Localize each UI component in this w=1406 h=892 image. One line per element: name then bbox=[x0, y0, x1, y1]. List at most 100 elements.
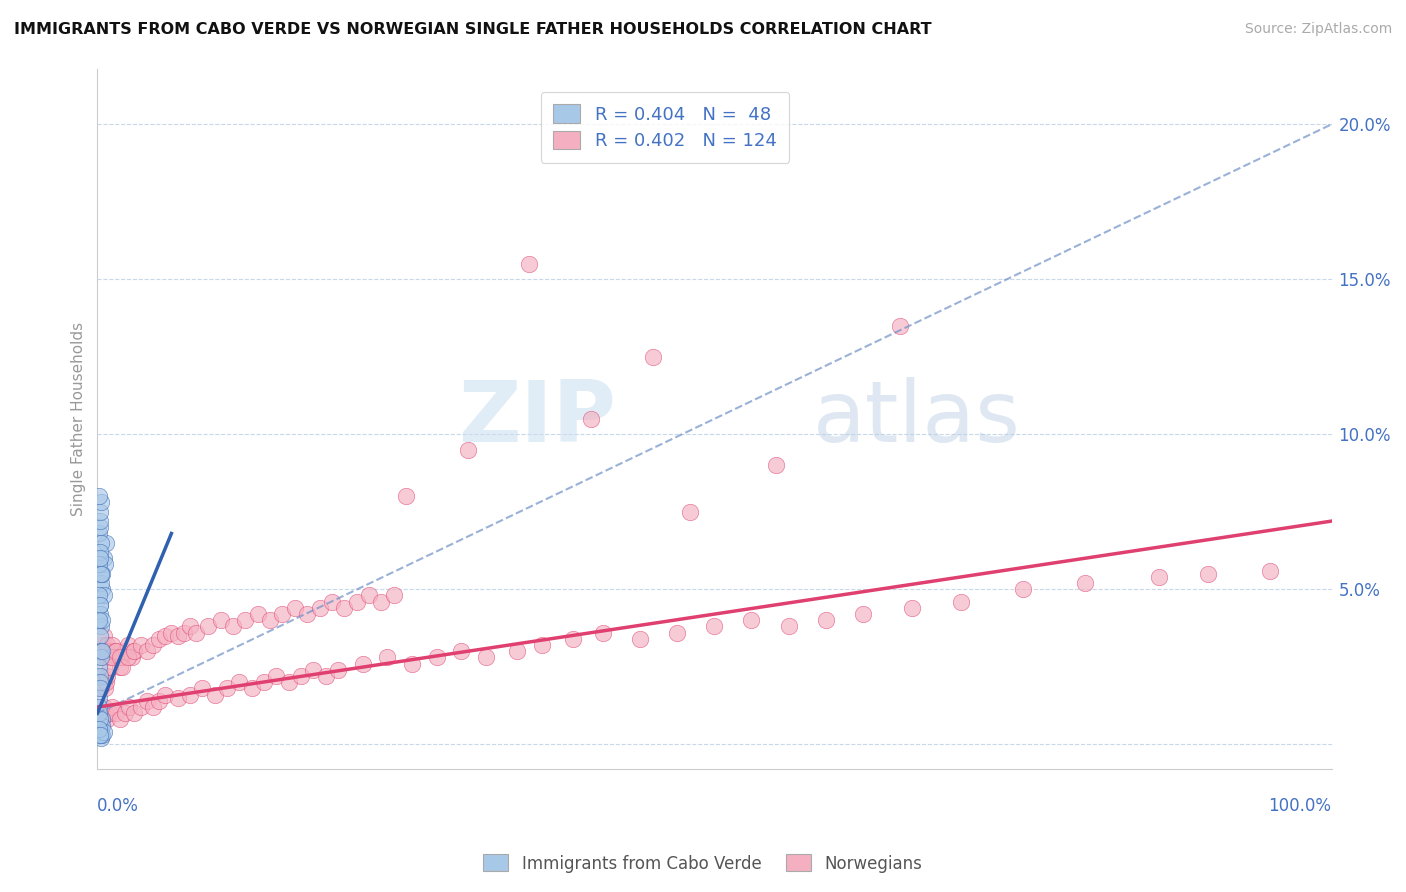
Point bbox=[1012, 582, 1035, 597]
Point bbox=[98, 706, 121, 721]
Point bbox=[90, 722, 112, 736]
Point bbox=[166, 629, 188, 643]
Point bbox=[111, 660, 134, 674]
Point bbox=[124, 644, 146, 658]
Point bbox=[129, 700, 152, 714]
Point bbox=[91, 644, 114, 658]
Point bbox=[740, 613, 762, 627]
Point bbox=[94, 675, 117, 690]
Point bbox=[346, 595, 368, 609]
Point bbox=[295, 607, 318, 621]
Point bbox=[89, 551, 111, 566]
Point bbox=[87, 558, 110, 572]
Point bbox=[89, 728, 111, 742]
Point bbox=[1147, 570, 1170, 584]
Point bbox=[148, 694, 170, 708]
Point bbox=[1073, 576, 1095, 591]
Point bbox=[266, 669, 288, 683]
Point bbox=[89, 629, 111, 643]
Point bbox=[114, 644, 136, 658]
Point bbox=[90, 536, 112, 550]
Point bbox=[89, 607, 111, 621]
Point bbox=[89, 681, 111, 696]
Point bbox=[87, 526, 110, 541]
Point bbox=[96, 669, 118, 683]
Point bbox=[321, 595, 343, 609]
Point bbox=[778, 619, 800, 633]
Point bbox=[93, 700, 115, 714]
Point bbox=[89, 728, 111, 742]
Point bbox=[284, 600, 307, 615]
Point bbox=[89, 598, 111, 612]
Point bbox=[352, 657, 374, 671]
Point bbox=[91, 613, 114, 627]
Point bbox=[259, 613, 281, 627]
Text: atlas: atlas bbox=[813, 377, 1021, 460]
Point bbox=[814, 613, 837, 627]
Point bbox=[104, 706, 127, 721]
Point bbox=[271, 607, 294, 621]
Legend: R = 0.404   N =  48, R = 0.402   N = 124: R = 0.404 N = 48, R = 0.402 N = 124 bbox=[541, 92, 789, 162]
Point bbox=[765, 458, 787, 473]
Point bbox=[506, 644, 529, 658]
Point bbox=[93, 725, 115, 739]
Point bbox=[96, 713, 118, 727]
Point bbox=[475, 650, 498, 665]
Point bbox=[93, 629, 115, 643]
Point bbox=[679, 505, 702, 519]
Text: Source: ZipAtlas.com: Source: ZipAtlas.com bbox=[1244, 22, 1392, 37]
Point bbox=[87, 589, 110, 603]
Point bbox=[89, 520, 111, 534]
Point bbox=[530, 638, 553, 652]
Text: ZIP: ZIP bbox=[458, 377, 616, 460]
Point bbox=[91, 566, 114, 581]
Point bbox=[90, 681, 112, 696]
Point bbox=[142, 700, 165, 714]
Legend: Immigrants from Cabo Verde, Norwegians: Immigrants from Cabo Verde, Norwegians bbox=[477, 847, 929, 880]
Point bbox=[235, 613, 257, 627]
Point bbox=[94, 650, 117, 665]
Point bbox=[105, 650, 128, 665]
Point bbox=[94, 558, 117, 572]
Point bbox=[889, 318, 911, 333]
Point bbox=[89, 545, 111, 559]
Point bbox=[98, 650, 121, 665]
Text: 0.0%: 0.0% bbox=[97, 797, 139, 815]
Point bbox=[209, 613, 232, 627]
Point bbox=[517, 257, 540, 271]
Point bbox=[851, 607, 873, 621]
Point bbox=[89, 713, 111, 727]
Point bbox=[90, 619, 112, 633]
Point bbox=[93, 589, 115, 603]
Point bbox=[901, 600, 924, 615]
Point bbox=[90, 731, 112, 745]
Point bbox=[302, 663, 325, 677]
Point bbox=[91, 719, 114, 733]
Point bbox=[204, 688, 226, 702]
Point bbox=[90, 566, 112, 581]
Point bbox=[121, 650, 143, 665]
Point bbox=[87, 722, 110, 736]
Point bbox=[104, 644, 127, 658]
Point bbox=[395, 489, 418, 503]
Point bbox=[91, 638, 114, 652]
Point bbox=[108, 660, 131, 674]
Point bbox=[87, 489, 110, 503]
Point bbox=[703, 619, 725, 633]
Point bbox=[118, 700, 141, 714]
Point bbox=[357, 589, 380, 603]
Point bbox=[148, 632, 170, 646]
Point bbox=[114, 706, 136, 721]
Point bbox=[89, 675, 111, 690]
Point bbox=[117, 650, 139, 665]
Point bbox=[228, 675, 250, 690]
Point bbox=[94, 681, 117, 696]
Point bbox=[87, 706, 110, 721]
Point bbox=[87, 700, 110, 714]
Point bbox=[124, 644, 146, 658]
Point bbox=[89, 644, 111, 658]
Point bbox=[94, 644, 117, 658]
Point bbox=[104, 644, 127, 658]
Point bbox=[87, 613, 110, 627]
Point bbox=[1258, 564, 1281, 578]
